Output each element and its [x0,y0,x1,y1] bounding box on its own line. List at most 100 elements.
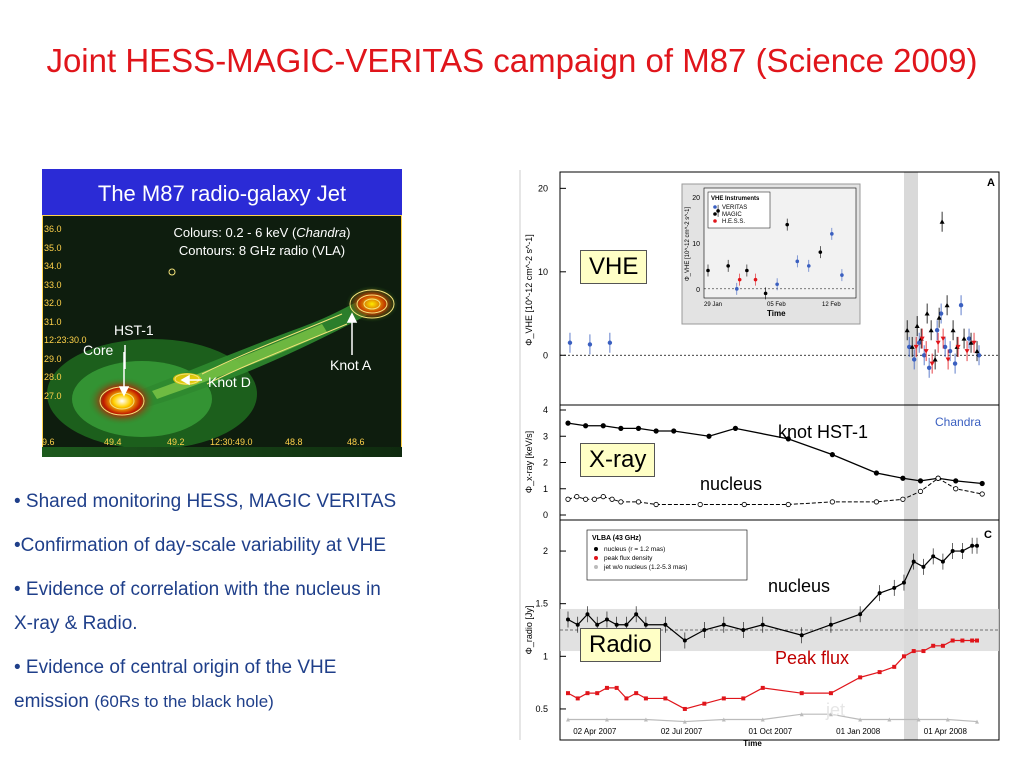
xray-nucleus-point [653,501,659,508]
radio-peak-point [931,643,936,648]
vhe-point-magic [924,311,930,316]
radio-nucleus-point [663,622,668,627]
jet-colours-prefix: Colours: 0.2 - 6 keV ( [173,225,297,240]
vhe-point-magic [932,356,938,362]
radio-jet-point [760,717,765,722]
dec-tick-label: 31.0 [44,316,62,327]
vhe-point-veritas [966,336,972,341]
bullet-shared-monitoring: • Shared monitoring HESS, MAGIC VERITAS [14,491,397,512]
vhe-point-hess [935,340,941,346]
radio-nucleus-point [604,617,609,622]
jet-image-panel: The M87 radio-galaxy Jet Colours: 0.2 - … [42,169,402,457]
vhe-inset-legend-marker [713,205,717,209]
vhe-inset-point [775,282,779,287]
radio-jet-point [721,717,726,722]
xray-ytick-label: 1 [543,484,548,494]
radio-peak-point [614,685,619,690]
xray-hst1-point [671,428,677,434]
vhe-point-hess [929,361,935,367]
vhe-inset-legend-entry: VERITAS [722,205,747,211]
xray-ytick-label: 3 [543,431,548,441]
radio-jet-point [975,719,979,724]
jet-label-core: Core [83,342,114,358]
dec-tick-label: 12:23:30.0 [44,335,87,345]
radio-nucleus-point [931,554,936,559]
vhe-point-hess [919,336,925,342]
vhe-inset-point [795,259,800,264]
xray-nucleus-point [829,499,835,505]
jet-image-art [42,215,402,457]
vhe-inset-legend-marker [713,212,717,216]
radio-nucleus-point [721,622,726,627]
radio-nucleus-point [892,585,897,590]
radio-nucleus-point [799,633,804,638]
vhe-point-veritas [926,365,932,370]
radio-peak-point [892,664,897,669]
radio-peak-point [663,696,668,701]
radio-peak-point [970,638,975,643]
bullet-central-origin-cont: emission (60Rs to the black hole) [14,688,274,716]
vhe-point-hess [971,340,977,346]
radio-legend-title: VLBA (43 GHz) [592,535,641,542]
radio-legend-marker [594,547,598,551]
ra-tick-label: 9.6 [42,437,55,447]
xray-nucleus-point [979,491,985,497]
xray-nucleus-point [953,486,959,492]
bullet-rs-note: (60Rs to the black hole) [94,692,274,711]
ra-tick-label: 49.2 [167,437,185,447]
slide-title: Joint HESS-MAGIC-VERITAS campaign of M87… [46,42,978,79]
radio-xtick-label: 01 Jan 2008 [836,727,881,736]
vhe-inset-ytick: 0 [696,287,700,294]
xray-nucleus-point [618,499,624,505]
vhe-inset-xtick: 29 Jan [704,302,722,308]
xray-nucleus-point [574,494,580,500]
xray-hst1-point [785,436,791,442]
vhe-inset-legend-marker [713,219,717,223]
jet-label-knot-a: Knot A [330,357,372,373]
xray-hst1-point [979,480,985,487]
xray-hst1-point [900,475,906,481]
jet-colours-suffix: ) [346,225,351,240]
xray-hst1-point [618,425,624,431]
vhe-inset-point [735,287,739,291]
radio-peak-point [575,696,580,701]
xray-hst1-point [917,478,924,484]
vhe-point-veritas [921,353,927,358]
xray-nucleus-point [873,499,880,505]
radio-label: Radio [580,628,661,662]
xray-nucleus-point [583,496,589,502]
vhe-ytick-label: 20 [538,183,548,193]
vhe-inset-point [807,264,811,268]
xray-hst1-point [732,425,739,431]
radio-jet-point [604,717,609,722]
xray-hst1-point [706,433,712,439]
radio-nucleus-point [575,622,580,627]
radio-ytick-label: 1 [543,651,548,661]
xray-hst1-point [829,452,835,458]
vhe-inset-legend-entry: MAGIC [722,212,742,218]
ra-tick-label: 12:30:49.0 [210,437,253,447]
radio-peak-point [634,691,639,696]
radio-jet-point [828,712,833,717]
vhe-inset-point [726,264,730,268]
radio-jet-point [916,717,921,722]
xray-nucleus-point [697,501,703,508]
xray-ylabel: Φ_x-ray [keV/s] [524,431,534,493]
xray-nucleus-point [600,494,606,500]
radio-peak-point [643,696,648,701]
radio-peak-point [595,691,600,696]
xray-hst1-point [873,470,880,476]
vhe-point-magic [936,315,942,320]
radio-nucleus-point [595,622,600,627]
radio-peak-point [921,649,926,654]
xray-ytick-label: 4 [543,405,548,415]
radio-jet-point [799,712,804,717]
radio-nucleus-point [585,612,590,617]
vhe-inset-xtick: 05 Feb [767,302,786,308]
xray-nucleus-point [935,475,941,481]
radio-legend-marker [594,565,598,569]
radio-peak-point [721,696,726,701]
radio-peak-point [682,706,687,711]
vhe-inset-point [840,273,844,277]
vhe-inset-point [716,209,720,213]
